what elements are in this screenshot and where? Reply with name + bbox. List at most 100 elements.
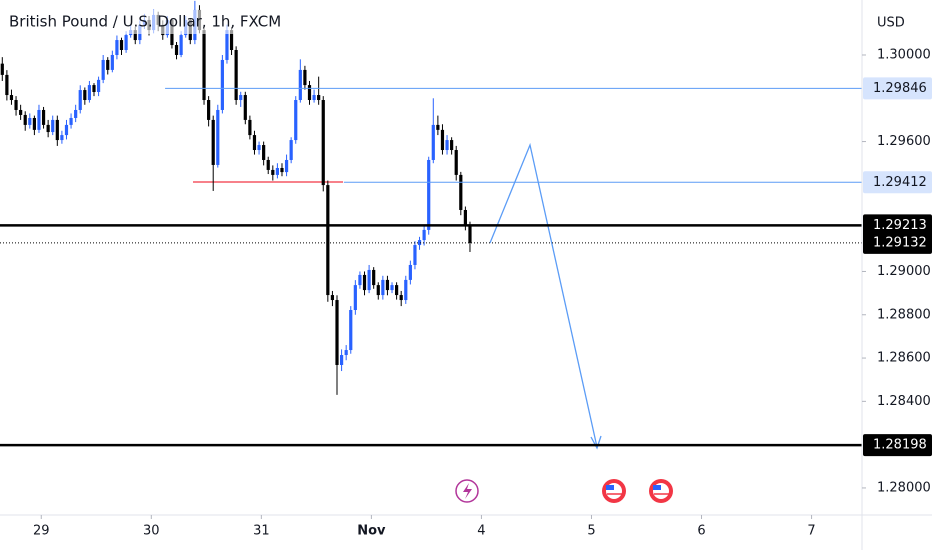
candle-body [399,295,403,301]
candle-body [463,209,467,225]
candle-body [459,174,463,210]
candle-body [110,54,114,70]
flag-icon [653,485,661,490]
candle-body [344,350,348,356]
x-tick-label: 7 [807,524,815,539]
candle-body [427,159,431,230]
candle-body [335,300,339,365]
x-tick-label: 5 [587,524,595,539]
projection-path [489,142,598,448]
candle-body [450,140,454,151]
projection-arrowhead [590,435,602,450]
candle-body [358,274,362,286]
candle-body [60,135,64,141]
candle-body [372,269,376,286]
candle-body [119,40,124,51]
candle-body [101,59,105,80]
candle-body [115,40,119,55]
candle-body [436,124,440,130]
candle-body [262,145,266,160]
x-tick-label: 6 [697,524,705,539]
candle-body [440,129,445,151]
price-level-label: 1.29846 [873,81,927,96]
candle-body [124,35,128,51]
candle-body [454,150,458,175]
candle-body [28,117,32,125]
candle-body [404,279,408,301]
candle-body [87,85,92,101]
candle-body [321,100,325,186]
candle-body [417,240,422,246]
events [455,479,673,503]
x-tick-label: 31 [253,524,270,539]
plot-area [0,0,472,395]
candle-body [46,124,50,133]
candle-body [289,140,293,160]
candle-body [14,100,18,110]
candle-body [248,119,252,136]
price-level-label: 1.28198 [873,438,927,453]
price-level-label: 1.29213 [873,218,927,233]
candle-body [207,100,211,120]
candle-body [349,309,353,351]
x-tick-label: 4 [477,524,485,539]
candle-body [5,74,9,96]
candle-body [275,167,279,175]
candle-body [413,245,417,265]
price-level-badge [863,77,932,100]
candle-body [55,119,59,141]
candle-body [69,117,73,125]
lightning-icon [463,483,472,499]
candle-body [408,264,412,280]
y-tick-label: 1.29600 [877,134,931,149]
candle-body [32,117,36,130]
candle-body [307,85,312,101]
candle-body [9,95,14,101]
candle-body [202,30,206,101]
candle-body [133,30,137,41]
candle-body [284,159,289,173]
candle-body [41,109,46,125]
price-level-label: 1.29132 [873,235,927,250]
price-level-badge [863,434,932,457]
candle-body [23,114,27,125]
candle-body [92,85,96,93]
candle-body [353,285,357,310]
candle-body [234,50,238,101]
candle-body [339,355,344,365]
flag-icon [606,485,614,490]
candle-body [376,285,380,296]
y-tick-label: 1.30000 [877,47,931,62]
candle-body [96,79,101,93]
candle-body [106,59,110,70]
candle-body [381,279,385,296]
candle-body [362,274,367,291]
candle-body [312,95,316,101]
y-tick-label: 1.28000 [877,480,931,495]
candle-body [385,279,390,291]
candle-body [294,100,298,141]
candle-body [64,124,69,136]
candle-body [252,135,257,151]
candle-body [19,109,23,115]
candle-body [51,119,55,133]
candle-body [326,185,330,296]
candle-body [390,285,394,291]
currency-label: USD [877,16,905,31]
candle-body [317,95,321,101]
y-tick-label: 1.28600 [877,351,931,366]
candle-body [243,95,247,120]
price-level-badge [863,231,932,254]
candle-body [330,295,335,301]
title-bg [4,10,250,34]
candle-body [445,140,449,151]
candle-body [216,109,220,165]
candle-body [220,59,224,110]
candle-body [174,45,179,55]
candle-body [367,269,371,291]
projection [0,87,862,450]
price-level-badge [863,171,932,194]
y-tick-label: 1.28400 [877,394,931,409]
x-tick-label: 29 [33,524,50,539]
